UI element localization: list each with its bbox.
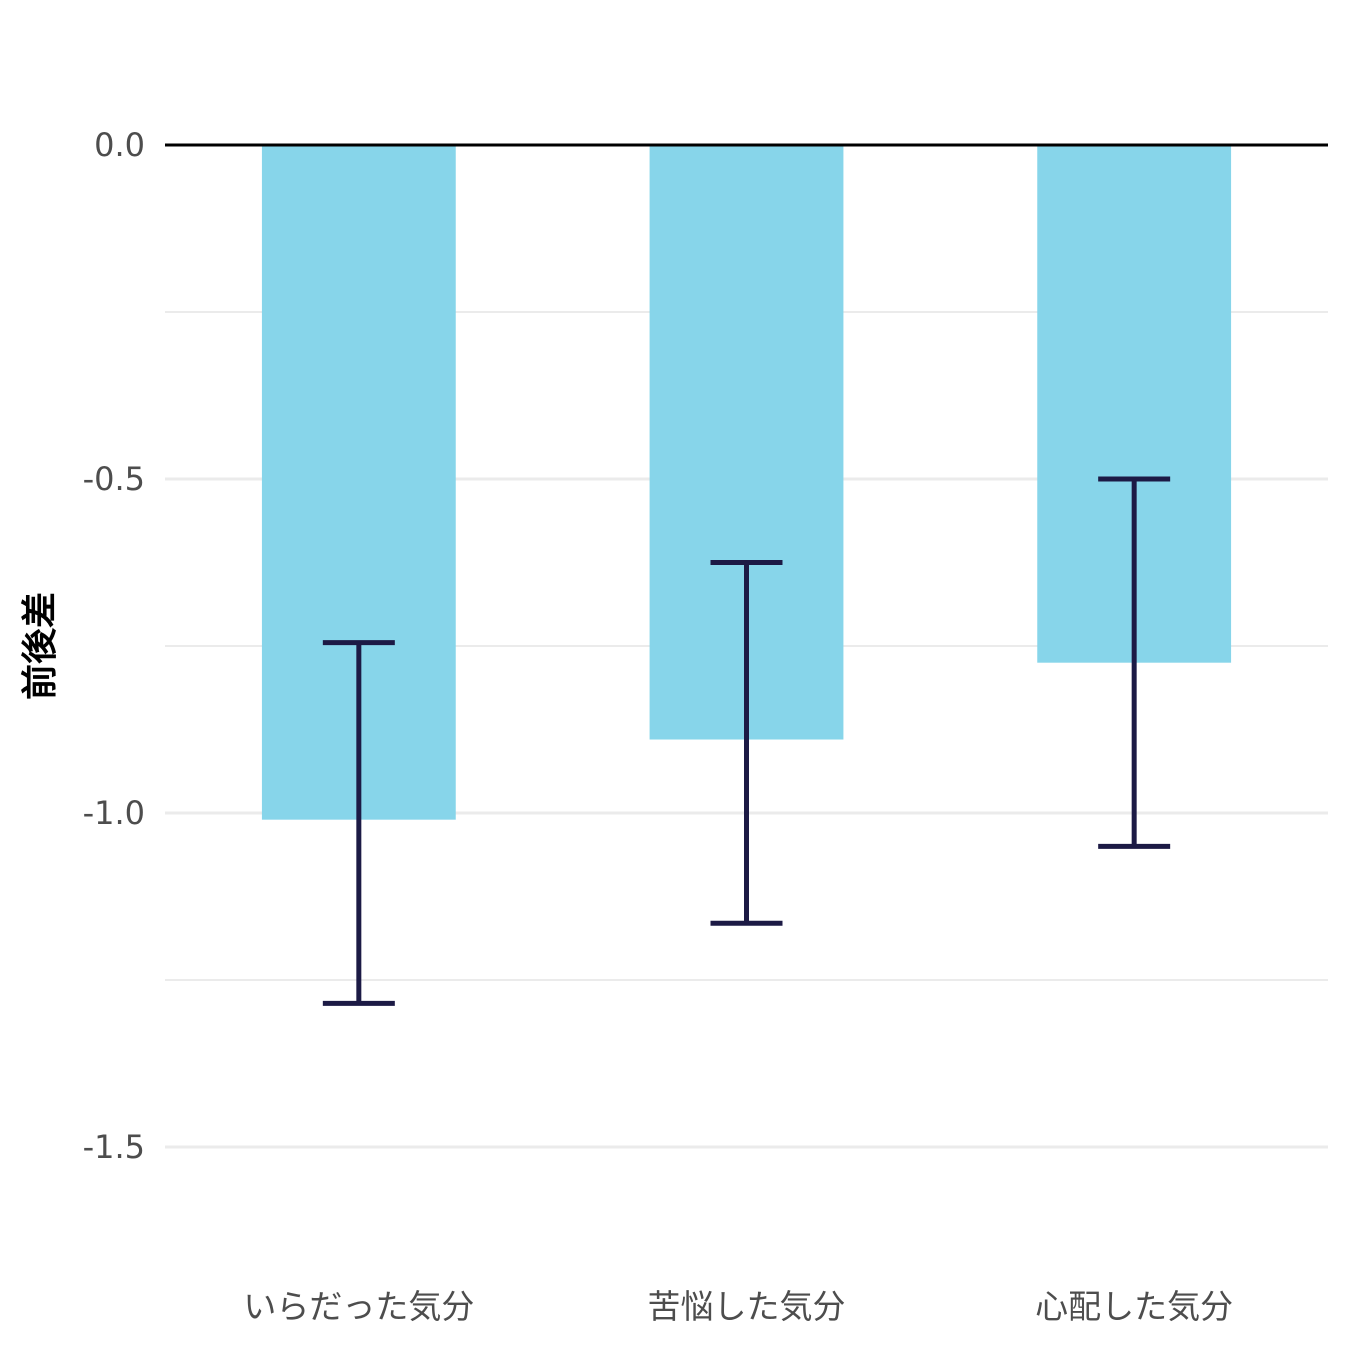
x-tick-label: いらだった気分 [243, 1287, 474, 1326]
error-bar [322, 640, 395, 1006]
y-tick-label: -0.5 [83, 460, 145, 498]
y-axis-title: 前後差 [20, 592, 61, 700]
y-tick-label: -1.0 [83, 794, 145, 832]
x-tick-label: 苦悩した気分 [648, 1287, 846, 1326]
error-bar [710, 560, 783, 926]
x-tick-label: 心配した気分 [1035, 1287, 1233, 1326]
x-axis-categories: いらだった気分 苦悩した気分 心配した気分 [243, 1287, 1233, 1326]
y-tick-label: 0.0 [94, 126, 145, 164]
error-bar [1098, 476, 1171, 849]
bars [261, 145, 1232, 820]
error-bars [322, 476, 1171, 1006]
y-axis-ticks: 0.0 -0.5 -1.0 -1.5 [83, 126, 145, 1166]
y-tick-label: -1.5 [83, 1128, 145, 1166]
